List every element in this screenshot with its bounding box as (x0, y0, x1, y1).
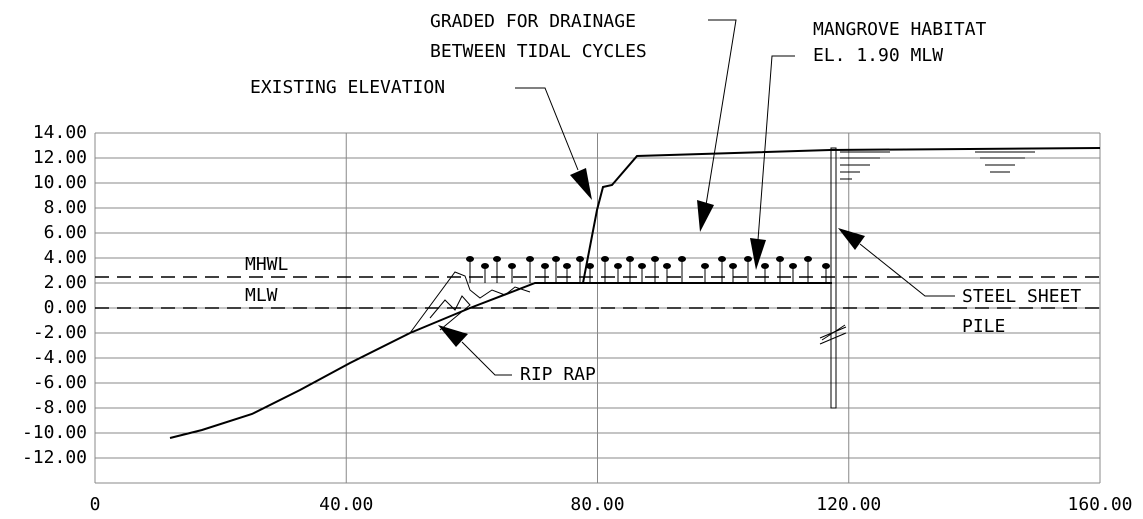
rip-rap (409, 271, 531, 334)
x-tick-label: 160.00 (1067, 494, 1132, 515)
canopy (744, 256, 752, 262)
annotation: EL. 1.90 MLW (813, 45, 943, 66)
canopy (663, 263, 671, 269)
x-tick-label: 40.00 (319, 494, 373, 515)
canopy (576, 256, 584, 262)
y-tick-label: 14.00 (33, 122, 87, 143)
canopy (541, 263, 549, 269)
break (819, 326, 847, 339)
canopy (804, 256, 812, 262)
x-tick-label: 80.00 (570, 494, 624, 515)
y-tick-label: 4.00 (44, 247, 87, 268)
y-tick-label: 12.00 (33, 147, 87, 168)
y-tick-label: -12.00 (22, 447, 87, 468)
arrow (838, 228, 865, 250)
proposed-profile (169, 282, 832, 439)
break (819, 332, 847, 345)
x-tick-label: 0 (90, 494, 101, 515)
canopy (761, 263, 769, 269)
leader (461, 341, 512, 376)
canopy (552, 256, 560, 262)
canopy (493, 256, 501, 262)
mlw-label: MLW (245, 285, 278, 306)
x-tick-label: 120.00 (816, 494, 881, 515)
leader (757, 55, 795, 241)
y-tick-label: 2.00 (44, 272, 87, 293)
canopy (526, 256, 534, 262)
canopy (614, 263, 622, 269)
water-symbol (840, 151, 1035, 180)
y-tick-label: -8.00 (33, 397, 87, 418)
y-tick-label: 8.00 (44, 197, 87, 218)
canopy (626, 256, 634, 262)
arrow (697, 200, 714, 232)
canopy (586, 263, 594, 269)
canopy (822, 263, 830, 269)
canopy (651, 256, 659, 262)
arrow (750, 238, 766, 270)
y-tick-label: -10.00 (22, 422, 87, 443)
mangroves (466, 256, 830, 283)
arrow (438, 325, 468, 347)
canopy (563, 263, 571, 269)
leader (705, 19, 737, 206)
existing-profile (582, 147, 1101, 284)
grid (94, 132, 1101, 484)
y-tick-label: 0.00 (44, 297, 87, 318)
annotation: EXISTING ELEVATION (250, 77, 445, 98)
canopy (701, 263, 709, 269)
y-tick-label: -4.00 (33, 347, 87, 368)
canopy (789, 263, 797, 269)
annotation: PILE (962, 316, 1005, 337)
leader (515, 87, 579, 171)
annotation: GRADED FOR DRAINAGE (430, 11, 636, 32)
y-tick-label: 6.00 (44, 222, 87, 243)
canopy (729, 263, 737, 269)
annotation: STEEL SHEET (962, 286, 1081, 307)
canopy (601, 256, 609, 262)
canopy (466, 256, 474, 262)
annotation: RIP RAP (520, 364, 596, 385)
rip-rap (429, 295, 471, 331)
canopy (508, 263, 516, 269)
mhwl-label: MHWL (245, 254, 289, 275)
arrow (570, 168, 592, 200)
canopy (481, 263, 489, 269)
canopy (776, 256, 784, 262)
y-tick-label: -6.00 (33, 372, 87, 393)
annotation: MANGROVE HABITAT (813, 19, 987, 40)
canopy (718, 256, 726, 262)
y-tick-label: -2.00 (33, 322, 87, 343)
canopy (678, 256, 686, 262)
y-tick-label: 10.00 (33, 172, 87, 193)
sheet-pile (830, 147, 837, 409)
annotation: BETWEEN TIDAL CYCLES (430, 41, 647, 62)
leader (859, 243, 955, 297)
canopy (638, 263, 646, 269)
